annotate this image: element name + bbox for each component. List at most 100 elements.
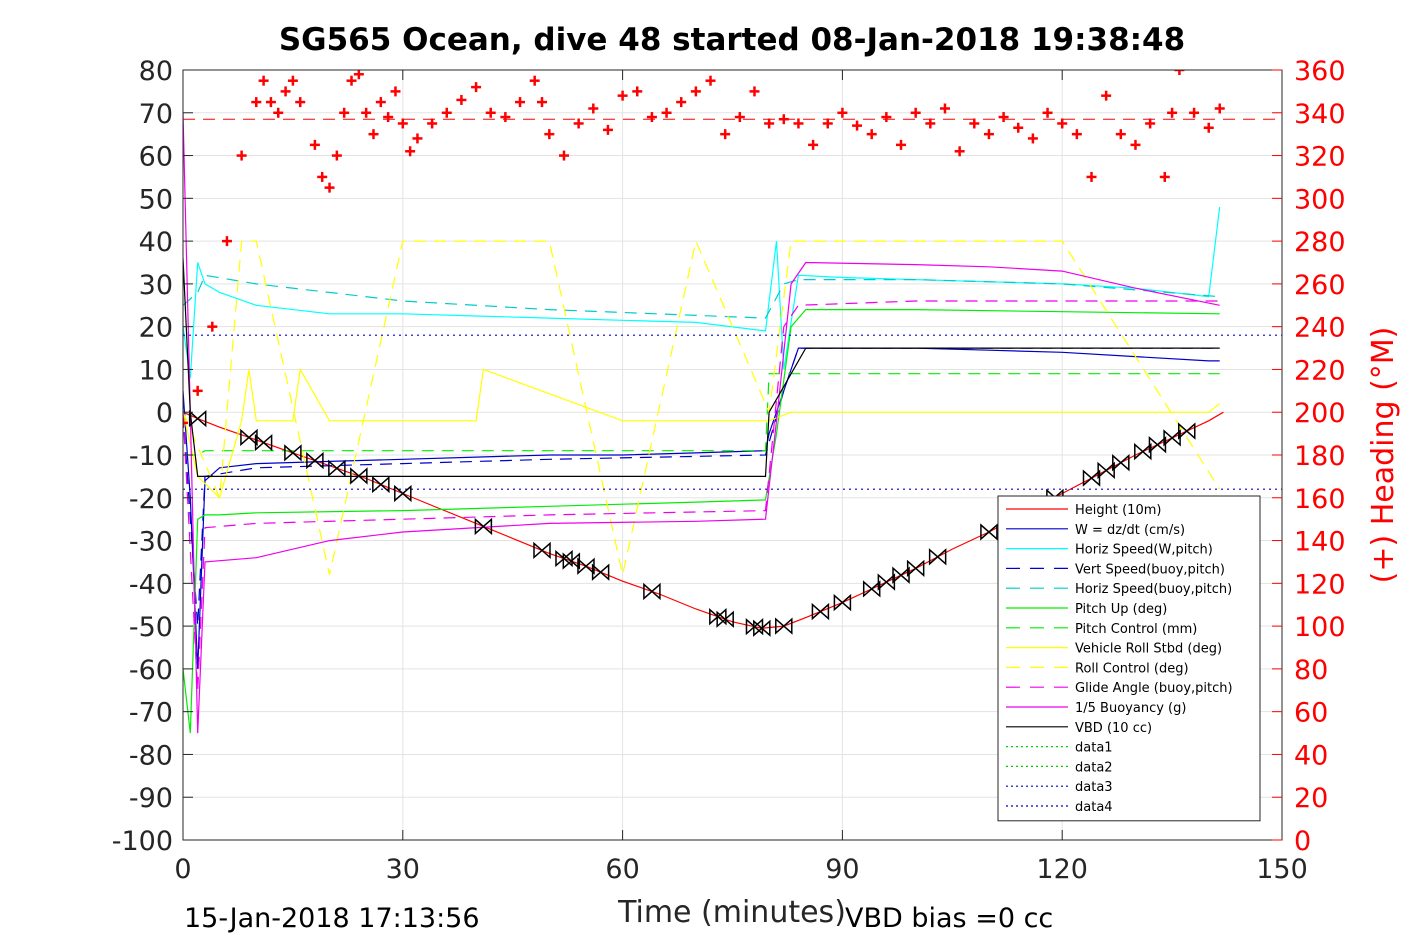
heading-point [661, 107, 672, 118]
heading-point [1013, 122, 1024, 133]
y-right-tick-label: 0 [1294, 826, 1311, 857]
turn-marker [562, 552, 581, 570]
heading-point [456, 94, 467, 105]
legend-entry: Pitch Control (mm) [1075, 622, 1197, 637]
y-right-tick-label: 260 [1294, 270, 1346, 301]
heading-point [1145, 118, 1156, 129]
turn-marker [533, 541, 551, 560]
heading-point [720, 129, 731, 140]
heading-point [1057, 118, 1068, 129]
y-right-tick-label: 200 [1294, 398, 1346, 429]
heading-point [339, 107, 350, 118]
y-right-tick-label: 60 [1294, 698, 1328, 729]
x-tick-label: 120 [1036, 854, 1088, 885]
heading-point [983, 129, 994, 140]
y-tick-label: -70 [129, 698, 173, 729]
series-line-11 [183, 258, 1220, 477]
series-line-10 [183, 112, 1220, 734]
series-line-6 [183, 373, 1220, 456]
heading-point [346, 75, 357, 86]
heading-point [778, 114, 789, 125]
y-tick-label: 80 [139, 56, 173, 87]
turn-marker [591, 563, 610, 581]
legend-entry: Vert Speed(buoy,pitch) [1075, 562, 1225, 577]
turn-marker [775, 617, 793, 635]
heading-point [896, 139, 907, 150]
heading-point [221, 236, 232, 247]
heading-point [881, 112, 892, 123]
heading-point [793, 118, 804, 129]
heading-point [236, 150, 247, 161]
legend-entry: W = dz/dt (cm/s) [1075, 523, 1185, 538]
heading-point [822, 118, 833, 129]
x-axis-label: Time (minutes) [617, 895, 846, 930]
x-tick-label: 150 [1256, 854, 1308, 885]
heading-point [485, 107, 496, 118]
heading-point [939, 103, 950, 114]
y-tick-label: 50 [139, 184, 173, 215]
y-right-tick-label: 80 [1294, 655, 1328, 686]
y-tick-label: -90 [129, 783, 173, 814]
heading-point [251, 97, 262, 108]
heading-point [1071, 129, 1082, 140]
heading-point [734, 112, 745, 123]
y-right-tick-label: 140 [1294, 527, 1346, 558]
heading-point [632, 86, 643, 97]
turn-marker [350, 467, 368, 485]
heading-point [192, 385, 203, 396]
turn-marker [577, 557, 595, 575]
heading-point [397, 118, 408, 129]
heading-point [808, 139, 819, 150]
heading-point [265, 97, 276, 108]
y-tick-label: -100 [112, 826, 173, 857]
series-line-7 [183, 367, 1221, 499]
heading-point [375, 97, 386, 108]
turn-marker [254, 433, 273, 452]
x-tick-label: 0 [174, 854, 191, 885]
heading-point [588, 103, 599, 114]
heading-point [925, 118, 936, 129]
heading-point [558, 150, 569, 161]
turn-marker [1163, 429, 1181, 447]
turn-marker [811, 602, 830, 621]
turn-marker [643, 582, 661, 601]
heading-point [705, 75, 716, 86]
heading-point [287, 75, 298, 86]
turn-marker [555, 549, 573, 568]
heading-point [1027, 133, 1038, 144]
heading-point [837, 107, 848, 118]
heading-point [295, 97, 306, 108]
legend-entry: data3 [1075, 780, 1113, 795]
y-tick-label: 30 [139, 270, 173, 301]
heading-point [280, 86, 291, 97]
heading-point [676, 97, 687, 108]
heading-point [383, 112, 394, 123]
turn-marker [474, 517, 493, 536]
y-right-axis-label: (+) Heading (°M) [1366, 327, 1401, 584]
y-right-tick-label: 300 [1294, 184, 1346, 215]
heading-point [412, 133, 423, 144]
heading-point [646, 112, 657, 123]
x-tick-label: 90 [825, 854, 859, 885]
y-right-tick-label: 20 [1294, 783, 1328, 814]
turn-marker [372, 475, 390, 494]
turn-marker [892, 566, 910, 584]
y-right-tick-label: 280 [1294, 227, 1346, 258]
heading-point [764, 118, 775, 129]
y-right-tick-label: 40 [1294, 740, 1328, 771]
plot-area [183, 70, 1282, 734]
heading-point [537, 97, 548, 108]
turn-marker [906, 559, 925, 578]
heading-point [852, 120, 863, 131]
legend-entry: Vehicle Roll Stbd (deg) [1075, 642, 1222, 657]
heading-point [1130, 139, 1141, 150]
turn-marker [188, 409, 207, 428]
y-right-tick-label: 180 [1294, 441, 1346, 472]
turn-marker [1148, 436, 1167, 454]
turn-marker [833, 593, 852, 612]
heading-point [529, 75, 540, 86]
heading-point [515, 97, 526, 108]
heading-point [361, 107, 372, 118]
heading-point [324, 182, 335, 193]
heading-point [353, 70, 364, 80]
